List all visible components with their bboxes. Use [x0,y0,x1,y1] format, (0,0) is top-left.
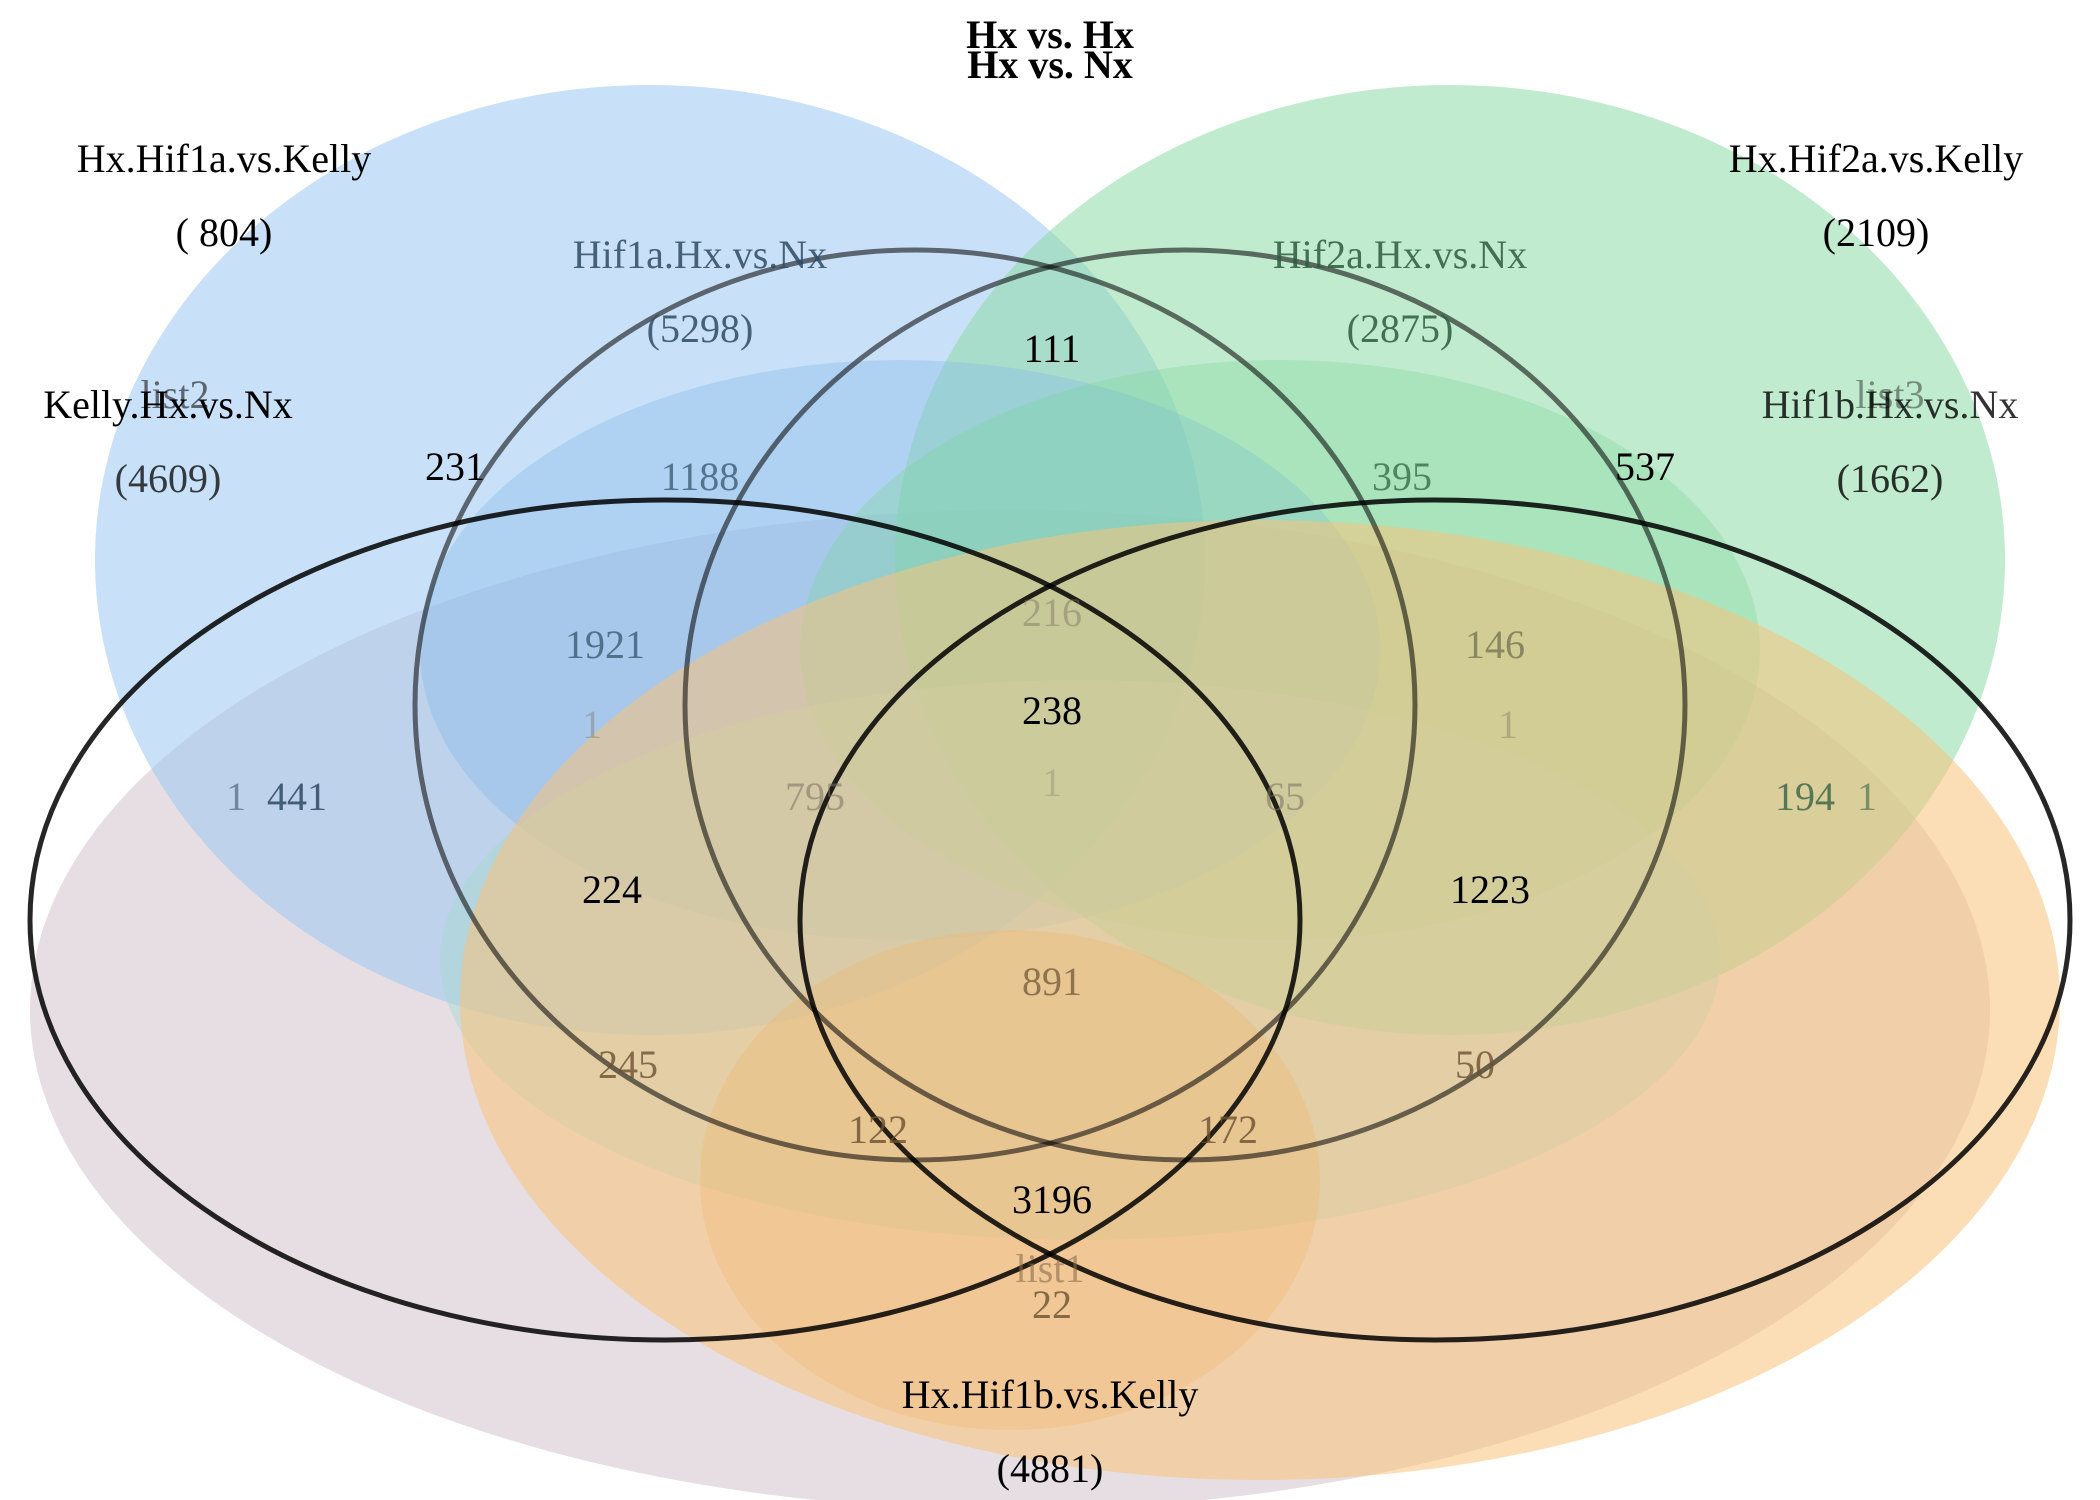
set-ellipse-orange-small [700,930,1320,1430]
set-label-hif1a-kelly: Hx.Hif1a.vs.Kelly [77,136,371,181]
outline-hif2a-hx-nx [682,247,1688,1163]
set-label-hif1a-hx-nx: Hif1a.Hx.vs.Nx [573,232,827,277]
set-count-hif1b-kelly: (4881) [997,1446,1104,1491]
region-count: 245 [598,1042,658,1087]
region-count: 1921 [565,622,645,667]
set-label-kelly-hx-nx: Kelly.Hx.vs.Nx [43,382,293,427]
region-count: 146 [1465,622,1525,667]
set-ellipse-orange-large [460,520,2060,1480]
region-count: 172 [1198,1107,1258,1152]
title-2: Hx vs. Nx [967,42,1133,87]
region-count: 22 [1032,1282,1072,1327]
region-count: 216 [1022,590,1082,635]
region-count: 238 [1022,688,1082,733]
title-1: Hx vs. Hx [966,12,1134,57]
region-count: 441 [267,774,327,819]
region-count: 1 [582,702,602,747]
region-count: 3196 [1012,1177,1092,1222]
set-count-hif2a-kelly: (2109) [1823,210,1930,255]
region-count: 1 [1498,702,1518,747]
set-count-hif1a-kelly: ( 804) [176,210,273,255]
set-label-hif1b-kelly: Hx.Hif1b.vs.Kelly [902,1372,1199,1417]
outline-hif1b-hx-nx [797,497,2073,1343]
set-label-hif1b-hx-nx: Hif1b.Hx.vs.Nx [1762,382,2019,427]
ghost-label-list1: list1 [1016,1246,1085,1291]
region-count: 231 [425,444,485,489]
region-count: 891 [1022,959,1082,1004]
outline-hif1a-hx-nx [412,247,1418,1163]
region-count: 1 [1042,760,1062,805]
region-count: 224 [582,867,642,912]
ghost-label-list2: list2 [141,372,210,417]
region-count: 194 [1775,774,1835,819]
region-count: 111 [1023,326,1080,371]
outline-kelly-hx-nx [27,497,1303,1343]
region-count: 795 [785,774,845,819]
region-count: 1 [1857,774,1877,819]
ghost-label-list3: list3 [1856,372,1925,417]
set-label-hif2a-kelly: Hx.Hif2a.vs.Kelly [1729,136,2023,181]
region-count: 1223 [1450,867,1530,912]
set-count-hif2a-hx-nx: (2875) [1347,306,1454,351]
region-count: 65 [1265,774,1305,819]
set-count-kelly-hx-nx: (4609) [115,456,222,501]
region-count: 395 [1372,454,1432,499]
region-count: 537 [1615,444,1675,489]
region-count: 1 [226,774,246,819]
region-count: 50 [1455,1042,1495,1087]
region-count: 1188 [661,454,740,499]
set-label-hif2a-hx-nx: Hif2a.Hx.vs.Nx [1273,232,1527,277]
set-count-hif1a-hx-nx: (5298) [647,306,754,351]
region-count: 122 [848,1107,908,1152]
set-count-hif1b-hx-nx: (1662) [1837,456,1944,501]
